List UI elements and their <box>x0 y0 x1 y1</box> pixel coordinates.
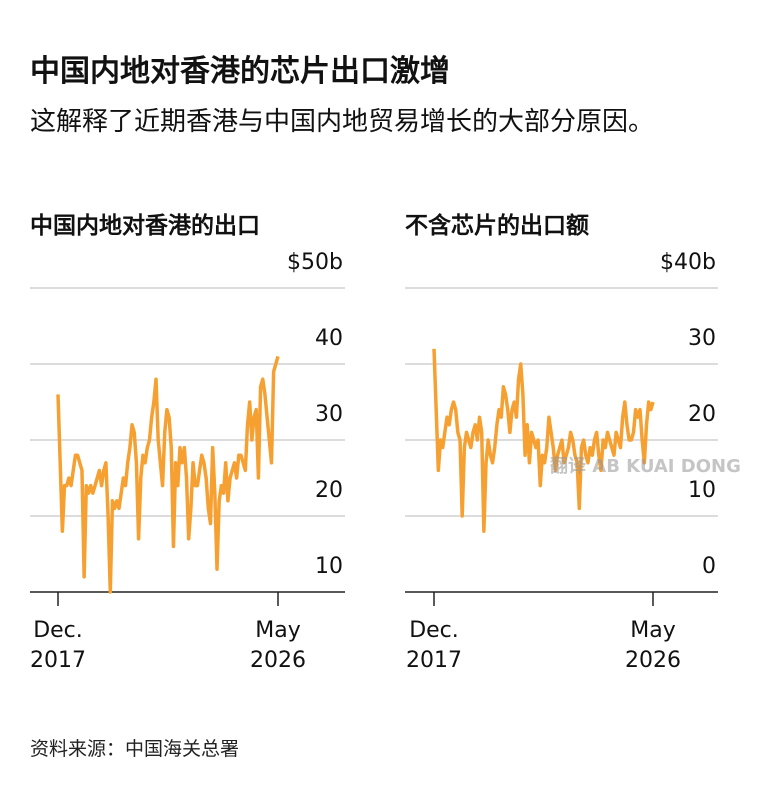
x-tick-label: May 2026 <box>250 618 306 673</box>
y-tick-label: 0 <box>702 554 716 579</box>
x-tick-label: Dec. 2017 <box>406 618 462 673</box>
chart-title: 不含芯片的出口额 <box>405 213 589 239</box>
y-tick-label: 20 <box>315 478 343 503</box>
y-tick-label: 10 <box>315 554 343 579</box>
data-line <box>56 355 280 594</box>
x-tick-label: Dec. 2017 <box>30 618 86 673</box>
x-tick-label: May 2026 <box>625 618 681 673</box>
y-tick-label: 10 <box>688 478 716 503</box>
source: 资料来源：中国海关总署 <box>30 738 240 760</box>
y-tick-label: 40 <box>315 326 343 351</box>
y-tick-label: $50b <box>287 250 343 275</box>
y-tick-label: 30 <box>315 402 343 427</box>
title: 中国内地对香港的芯片出口激增 <box>30 54 450 89</box>
data-line <box>432 348 655 533</box>
subtitle: 这解释了近期香港与中国内地贸易增长的大部分原因。 <box>30 107 655 137</box>
chart-title: 中国内地对香港的出口 <box>30 213 260 239</box>
y-tick-label: 30 <box>688 326 716 351</box>
watermark: 翻译 AB KUAI DONG <box>550 456 741 477</box>
y-tick-label: $40b <box>660 250 716 275</box>
y-tick-label: 20 <box>688 402 716 427</box>
